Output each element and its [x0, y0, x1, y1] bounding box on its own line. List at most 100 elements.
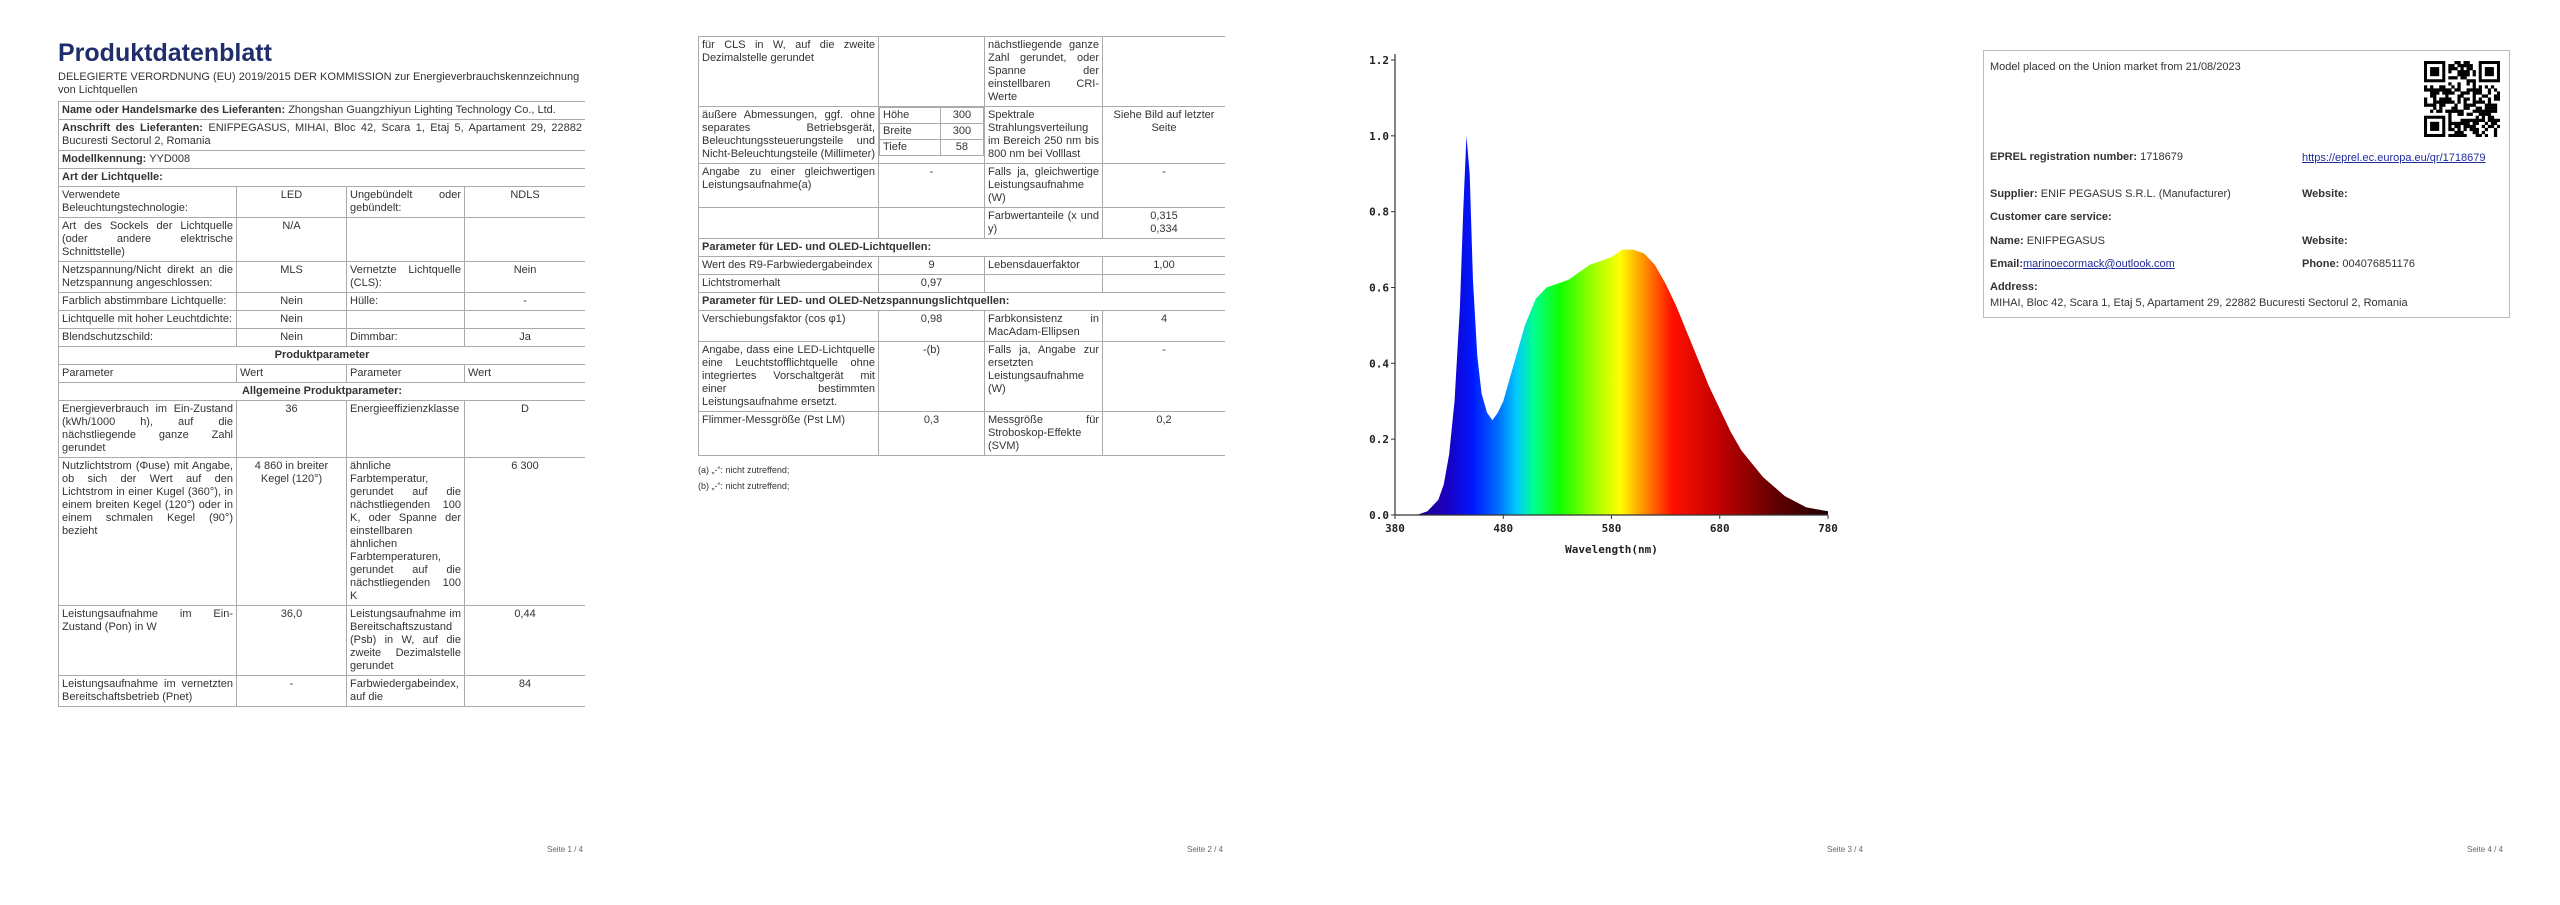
table-row: Art des Sockels der Lichtquelle (oder an… — [58, 217, 585, 262]
qr-module — [2451, 106, 2455, 110]
table-row: Art der Lichtquelle: — [58, 168, 585, 187]
qr-module — [2466, 64, 2470, 68]
qr-module — [2439, 109, 2443, 113]
table-row: Allgemeine Produktparameter: — [58, 382, 585, 401]
qr-module — [2472, 73, 2476, 77]
qr-finder — [2484, 67, 2494, 77]
dim-value: 58 — [939, 139, 985, 156]
value: ENIFPEGASUS — [2026, 235, 2105, 247]
value-cell: - — [236, 675, 347, 707]
qr-module — [2475, 115, 2479, 119]
dims-table: Höhe 300 Breite 300 Tiefe 58 — [879, 107, 985, 156]
param-cell: Verschiebungsfaktor (cos φ1) — [698, 310, 879, 342]
page-footer: Seite 2 / 4 — [1187, 845, 1224, 854]
value: Zhongshan Guangzhiyun Lighting Technolog… — [288, 104, 556, 116]
qr-module — [2490, 115, 2495, 119]
value-cell: 1,00 — [1102, 256, 1225, 275]
qr-module — [2457, 130, 2461, 135]
label: Name oder Handelsmarke des Lieferanten: — [62, 104, 286, 116]
table-row: Parameter für LED- und OLED-Lichtquellen… — [698, 238, 1225, 257]
qr-module — [2472, 97, 2476, 101]
qr-module — [2451, 91, 2455, 95]
qr-module — [2463, 73, 2467, 77]
table-row: Farbwertanteile (x und y) 0,315 0,334 — [698, 207, 1225, 239]
qr-module — [2484, 127, 2489, 132]
value-cell: NDLS — [463, 186, 585, 218]
qr-module — [2454, 109, 2458, 113]
param-cell: Farbkonsistenz in MacAdam-Ellipsen — [984, 310, 1103, 342]
value-cell: 0,98 — [878, 310, 985, 342]
page-footer: Seite 3 / 4 — [1827, 845, 1864, 854]
param-cell: für CLS in W, auf die zweite Dezimalstel… — [698, 36, 879, 107]
qr-module — [2448, 67, 2452, 71]
qr-module — [2463, 118, 2467, 122]
qr-module — [2493, 130, 2498, 135]
qr-module — [2424, 97, 2428, 101]
qr-module — [2478, 85, 2482, 89]
page-footer: Seite 1 / 4 — [547, 845, 584, 854]
eprel-link[interactable]: https://eprel.ec.europa.eu/qr/1718679 — [2302, 152, 2486, 164]
qr-module — [2466, 124, 2470, 129]
qr-module — [2490, 85, 2495, 89]
x-tick-label: 380 — [1385, 522, 1405, 535]
qr-module — [2463, 91, 2467, 95]
footnotes: (a) „-“: nicht zutreffend; (b) „-“: nich… — [698, 462, 1225, 494]
table-row: Lichtquelle mit hoher Leuchtdichte: Nein — [58, 310, 585, 329]
address-label: Address: — [1990, 281, 2038, 293]
spectrum-area — [1416, 135, 1828, 516]
qr-module — [2472, 88, 2476, 92]
qr-module — [2460, 70, 2464, 74]
param-cell: nächstliegende ganze Zahl gerundet, oder… — [984, 36, 1103, 107]
footnote: (a) „-“: nicht zutreffend; — [698, 465, 790, 475]
table-row: äußere Abmessungen, ggf. ohne separates … — [698, 106, 1225, 164]
qr-module — [2481, 109, 2485, 113]
qr-module — [2448, 91, 2452, 95]
table-row: Netzspannung/Nicht direkt an die Netzspa… — [58, 261, 585, 293]
qr-module — [2445, 109, 2449, 113]
title: Produktdatenblatt — [58, 39, 272, 67]
qr-module — [2496, 97, 2500, 101]
qr-module — [2448, 115, 2452, 119]
qr-module — [2487, 106, 2492, 110]
qr-module — [2475, 88, 2479, 92]
qr-module — [2451, 121, 2455, 126]
qr-module — [2466, 82, 2470, 86]
label: Anschrift des Lieferanten: — [62, 122, 203, 134]
qr-module — [2484, 109, 2489, 113]
qr-module — [2475, 133, 2479, 137]
value-cell: LED — [236, 186, 347, 218]
qr-module — [2469, 64, 2473, 68]
qr-module — [2469, 112, 2473, 116]
qr-module — [2460, 112, 2464, 116]
qr-module — [2460, 67, 2464, 71]
qr-finder — [2430, 121, 2440, 131]
qr-module — [2448, 109, 2452, 113]
qr-module — [2454, 133, 2458, 137]
table-row: Modellkennung: YYD008 — [58, 150, 585, 169]
qr-module — [2484, 106, 2489, 110]
email-link[interactable]: marinoecormack@outlook.com — [2023, 258, 2175, 270]
qr-module — [2451, 76, 2455, 80]
qr-module — [2466, 121, 2470, 126]
qr-module — [2493, 94, 2498, 98]
qr-module — [2454, 121, 2458, 126]
x-tick-label: 580 — [1602, 522, 1622, 535]
qr-module — [2472, 79, 2476, 83]
qr-module — [2430, 85, 2434, 89]
qr-module — [2472, 82, 2476, 86]
value-cell: MLS — [236, 261, 347, 293]
param-cell: Spektrale Strahlungsverteilung im Bereic… — [984, 106, 1103, 164]
qr-module — [2448, 64, 2452, 68]
qr-module — [2430, 94, 2434, 98]
section-heading: Parameter für LED- und OLED-Netzspannung… — [698, 292, 1225, 311]
param-cell: Falls ja, Angabe zur ersetzten Leistungs… — [984, 341, 1103, 412]
qr-module — [2448, 88, 2452, 92]
param-cell: Farbwiedergabeindex, auf die — [346, 675, 465, 707]
section-heading: Art der Lichtquelle: — [58, 168, 585, 187]
qr-module — [2457, 70, 2461, 74]
qr-module — [2454, 88, 2458, 92]
qr-module — [2454, 103, 2458, 107]
qr-module — [2451, 64, 2455, 68]
table-row: Tiefe 58 — [879, 139, 985, 156]
qr-module — [2463, 76, 2467, 80]
